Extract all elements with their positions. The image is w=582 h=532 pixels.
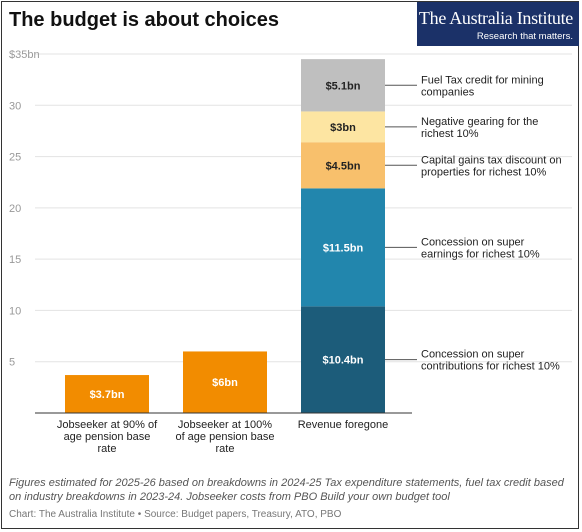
x-category-label: rate: [216, 443, 235, 455]
chart-credit: Chart: The Australia Institute: [9, 509, 135, 520]
annotation-text: companies: [421, 86, 475, 98]
annotation-text: Concession on super: [421, 236, 525, 248]
y-tick-label: 25: [9, 152, 21, 164]
y-tick-label: $35bn: [9, 49, 40, 61]
x-category-label: of age pension base: [175, 431, 274, 443]
annotation-text: Concession on super: [421, 349, 525, 361]
x-category-label: age pension base: [64, 431, 151, 443]
stack-value-label: $5.1bn: [326, 80, 361, 92]
annotation-text: properties for richest 10%: [421, 166, 547, 178]
annotation-text: Capital gains tax discount on: [421, 154, 562, 166]
x-category-label: Jobseeker at 100%: [178, 419, 272, 431]
bar-value-label: $3.7bn: [90, 389, 125, 401]
annotation-text: earnings for richest 10%: [421, 248, 540, 260]
stack-value-label: $3bn: [330, 122, 356, 134]
annotation-text: Fuel Tax credit for mining: [421, 74, 544, 86]
y-tick-label: 10: [9, 305, 21, 317]
annotation-text: Negative gearing for the: [421, 116, 538, 128]
stack-value-label: $11.5bn: [323, 242, 364, 254]
credit-line: Chart: The Australia Institute • Source:…: [9, 509, 341, 520]
stack-value-label: $4.5bn: [326, 160, 361, 172]
y-tick-label: 15: [9, 254, 21, 266]
x-category-label: rate: [98, 443, 117, 455]
footnote: Figures estimated for 2025-26 based on b…: [9, 476, 569, 504]
annotation-text: contributions for richest 10%: [421, 361, 560, 373]
y-tick-label: 30: [9, 100, 21, 112]
annotation-text: richest 10%: [421, 128, 479, 140]
budget-chart: 5 10 15 20 25 30 $35bn $3.7bn $6bn $10.4bn Concess…: [0, 0, 582, 470]
x-category-label: Revenue foregone: [298, 419, 389, 431]
source-credit: Source: Budget papers, Treasury, ATO, PB…: [144, 509, 341, 520]
y-tick-label: 5: [9, 357, 15, 369]
stack-value-label: $10.4bn: [323, 355, 364, 367]
y-tick-label: 20: [9, 203, 21, 215]
bar-value-label: $6bn: [212, 377, 238, 389]
x-category-label: Jobseeker at 90% of: [57, 419, 158, 431]
